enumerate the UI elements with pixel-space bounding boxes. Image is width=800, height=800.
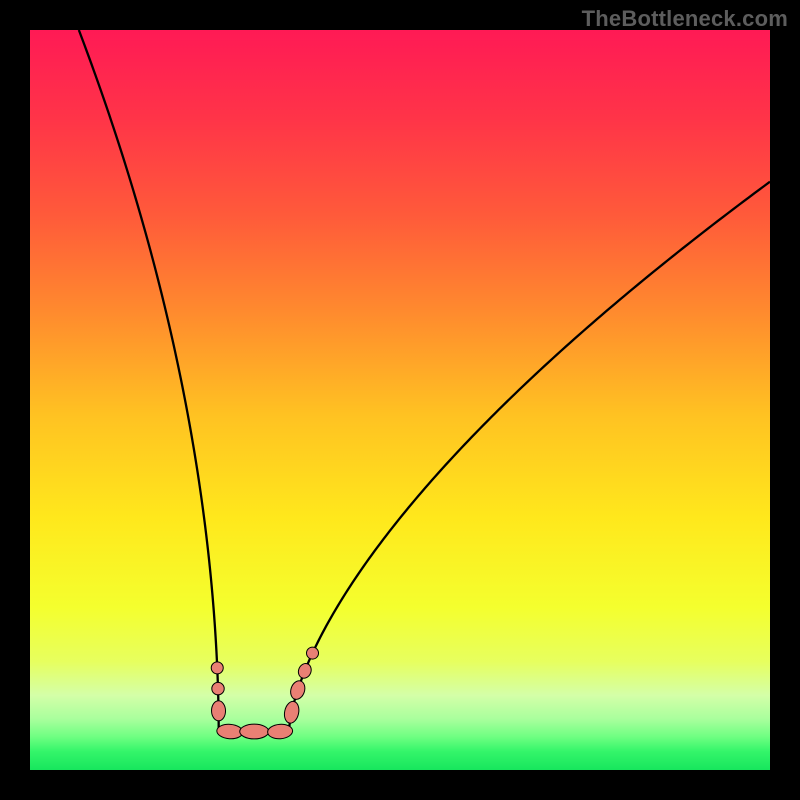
data-marker: [307, 647, 319, 659]
data-marker: [212, 682, 224, 694]
data-marker: [240, 724, 269, 739]
plot-svg: [30, 30, 770, 770]
data-marker: [211, 662, 223, 674]
watermark-text: TheBottleneck.com: [582, 6, 788, 32]
data-marker: [211, 701, 225, 721]
chart-frame: TheBottleneck.com: [0, 0, 800, 800]
gradient-background: [30, 30, 770, 770]
plot-area: [30, 30, 770, 770]
